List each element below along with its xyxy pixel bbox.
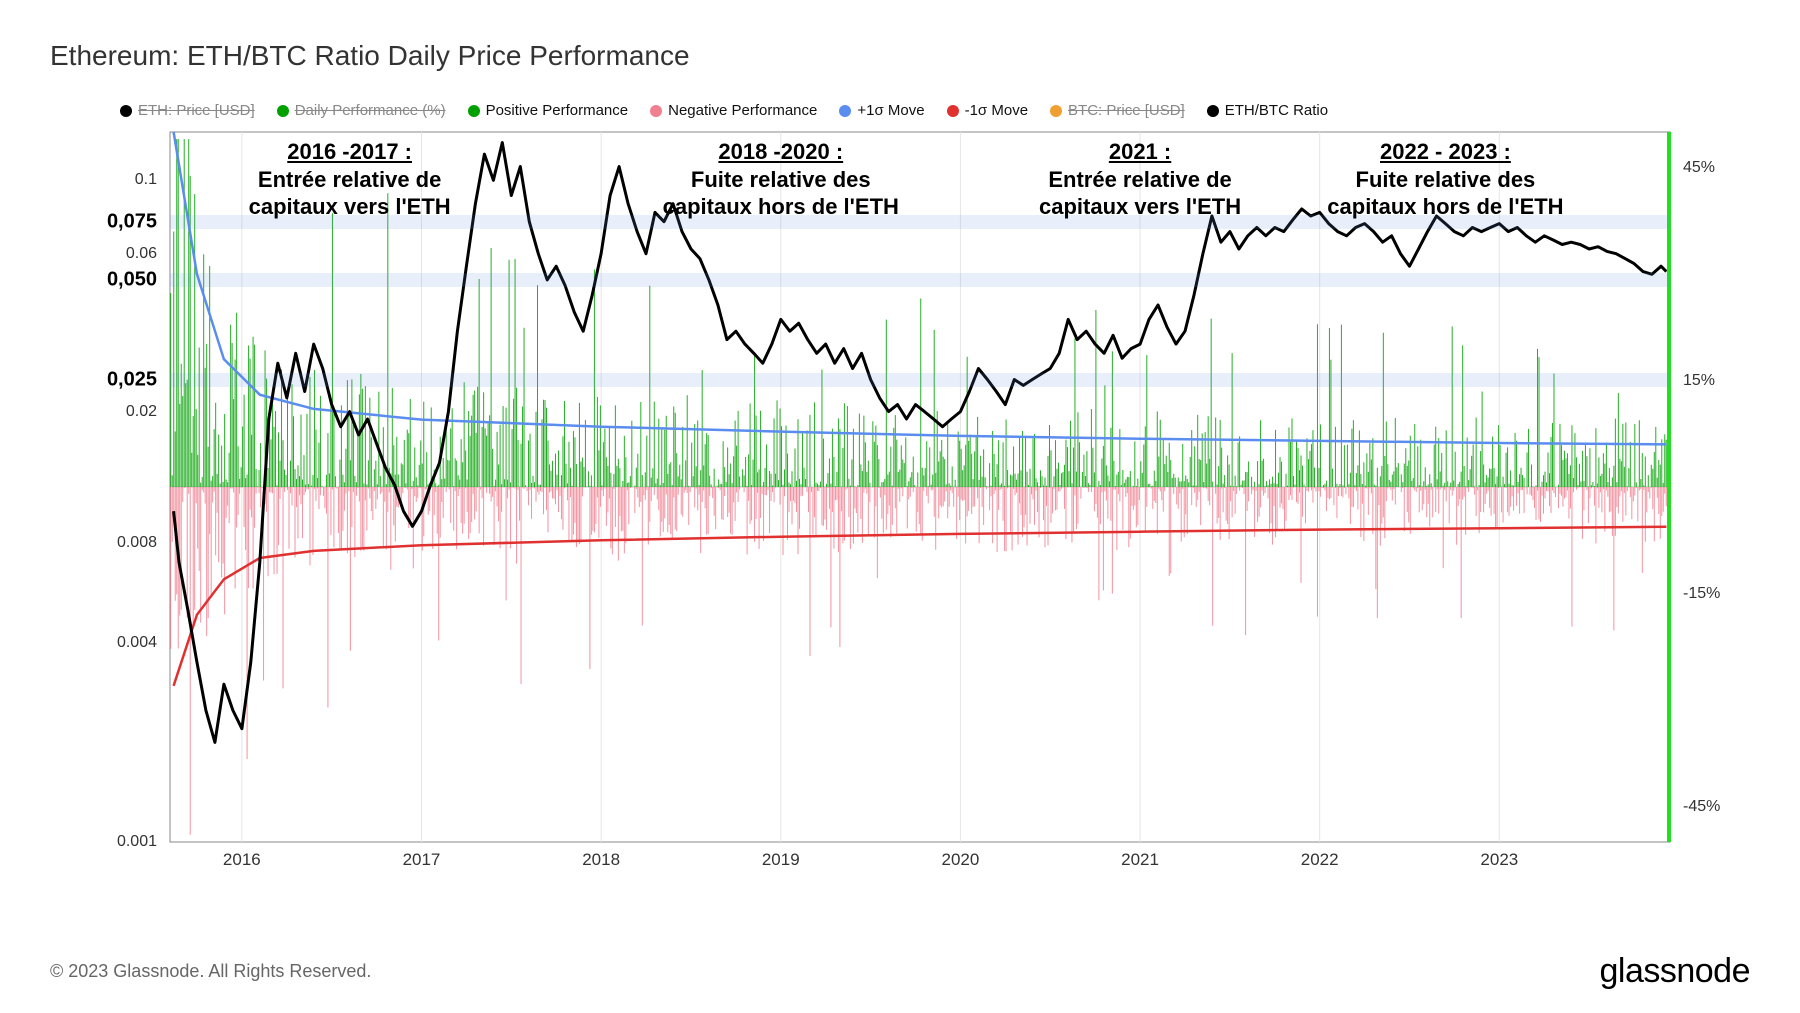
chart-svg [170,132,1670,842]
x-tick-label: 2021 [1121,850,1159,870]
legend-label: -1σ Move [965,102,1028,119]
legend-dot [468,105,480,117]
y-left-tick-label: 0.02 [42,403,157,421]
legend-label: Daily Performance (%) [295,102,446,119]
x-tick-label: 2019 [762,850,800,870]
chart-area: ETH: Price [USD] Daily Performance (%) Pos… [50,102,1750,902]
legend: ETH: Price [USD] Daily Performance (%) Pos… [120,102,1750,119]
y-axis-left: 0.10,0750.060,0500,0250.020.0080.0040.00… [50,132,165,842]
y-left-tick-label: 0,025 [42,368,157,391]
x-tick-label: 2016 [223,850,261,870]
y-left-tick-label: 0.008 [42,534,157,552]
y-right-tick-label: -15% [1683,585,1720,603]
x-tick-label: 2018 [582,850,620,870]
y-right-tick-label: 15% [1683,372,1715,390]
annotation: 2016 -2017 :Entrée relative decapitaux v… [249,138,451,221]
legend-item[interactable]: Positive Performance [468,102,629,119]
x-tick-label: 2017 [403,850,441,870]
y-left-tick-label: 0,050 [42,268,157,291]
legend-label: ETH: Price [USD] [138,102,255,119]
legend-label: ETH/BTC Ratio [1225,102,1328,119]
annotation: 2021 :Entrée relative decapitaux vers l'… [1039,138,1241,221]
annotation: 2018 -2020 :Fuite relative descapitaux h… [663,138,899,221]
x-tick-label: 2023 [1480,850,1518,870]
x-axis: 2016 2017 2018 2019 2020 2021 2022 2023 [170,850,1670,874]
y-left-tick-label: 0,075 [42,210,157,233]
legend-item[interactable]: ETH/BTC Ratio [1207,102,1328,119]
brand-logo: glassnode [1599,952,1750,991]
legend-label: BTC: Price [USD] [1068,102,1185,119]
minus-sigma-line [174,527,1667,686]
y-right-tick-label: 45% [1683,159,1715,177]
annotation: 2022 - 2023 :Fuite relative descapitaux … [1327,138,1563,221]
x-tick-label: 2022 [1301,850,1339,870]
y-left-tick-label: 0.1 [42,171,157,189]
legend-dot [839,105,851,117]
y-left-tick-label: 0.001 [42,833,157,851]
copyright: © 2023 Glassnode. All Rights Reserved. [50,961,371,982]
y-left-tick-label: 0.004 [42,634,157,652]
highlight-band [170,273,1670,287]
legend-label: Negative Performance [668,102,817,119]
legend-item[interactable]: BTC: Price [USD] [1050,102,1185,119]
legend-dot [120,105,132,117]
legend-item[interactable]: -1σ Move [947,102,1028,119]
legend-dot [650,105,662,117]
chart-title: Ethereum: ETH/BTC Ratio Daily Price Perf… [50,40,1750,72]
legend-label: Positive Performance [486,102,629,119]
legend-item[interactable]: Negative Performance [650,102,817,119]
y-left-tick-label: 0.06 [42,245,157,263]
y-axis-right: 45% 15% -15% -45% [1675,132,1750,842]
legend-dot [1207,105,1219,117]
plot-area: 2016 -2017 :Entrée relative decapitaux v… [170,132,1670,842]
legend-item[interactable]: +1σ Move [839,102,924,119]
legend-dot [947,105,959,117]
legend-dot [1050,105,1062,117]
y-right-tick-label: -45% [1683,798,1720,816]
legend-item[interactable]: ETH: Price [USD] [120,102,255,119]
x-tick-label: 2020 [941,850,979,870]
highlight-band [170,373,1670,387]
legend-dot [277,105,289,117]
legend-label: +1σ Move [857,102,924,119]
legend-item[interactable]: Daily Performance (%) [277,102,446,119]
